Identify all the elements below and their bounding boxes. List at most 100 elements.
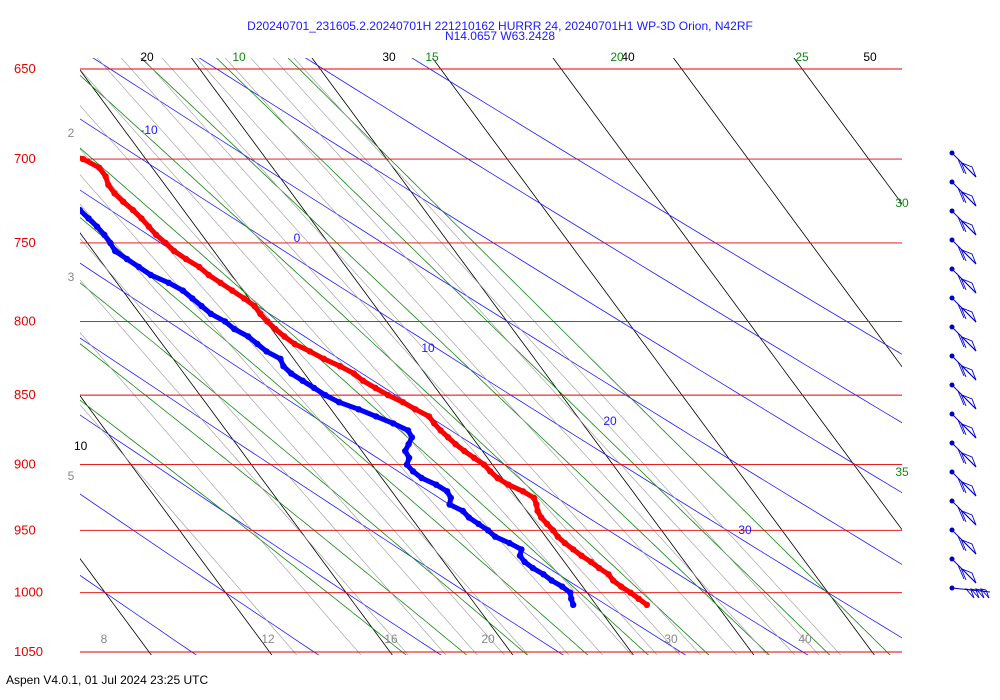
- dewpoint-point: [355, 406, 362, 413]
- dewpoint-point: [405, 454, 413, 461]
- dry-adiabat-line: [0, 50, 86, 663]
- mixing-ratio-label: 20: [481, 632, 495, 646]
- wind-barb-feather: [957, 535, 965, 551]
- isotherm-line: [311, 58, 755, 655]
- software-footer: Aspen V4.0.1, 01 Jul 2024 23:25 UTC: [6, 673, 209, 687]
- dewpoint-point: [404, 427, 412, 434]
- wind-barb-feather: [960, 277, 967, 291]
- wind-barb-flag: [961, 452, 977, 468]
- dewpoint-point: [207, 310, 215, 317]
- wind-barb-feather: [957, 332, 965, 348]
- dry-adiabat-label: 0: [294, 231, 301, 245]
- dewpoint-point: [516, 552, 524, 559]
- dewpoint-point: [540, 571, 547, 578]
- mixing-ratio-line: [80, 174, 505, 655]
- temperature-point: [605, 571, 612, 578]
- isotherm-line: [0, 50, 37, 663]
- temperature-point: [320, 355, 327, 362]
- dewpoint-point: [418, 474, 425, 482]
- dewpoint-point: [123, 255, 131, 263]
- wind-barb-feather: [960, 364, 967, 378]
- dewpoint-point: [231, 325, 238, 333]
- dewpoint-point: [568, 595, 575, 602]
- dewpoint-point: [402, 447, 409, 455]
- dewpoint-point: [135, 263, 143, 271]
- dewpoint-point: [189, 295, 196, 302]
- dewpoint-point: [52, 182, 58, 188]
- moist-adiabat-label: 35: [895, 465, 909, 479]
- moist-adiabat-label: 30: [895, 196, 909, 210]
- wind-barb: [949, 411, 977, 439]
- temperature-point: [530, 494, 538, 502]
- dewpoint-point: [390, 420, 397, 427]
- dewpoint-line: [80, 206, 576, 608]
- wind-barb-feather: [960, 248, 967, 262]
- temperature-line: [80, 155, 650, 608]
- wind-barb: [949, 440, 977, 468]
- temperature-point: [257, 310, 264, 317]
- dry-adiabat-line: [80, 574, 198, 655]
- isotherm-label: 30: [382, 50, 396, 64]
- dewpoint-point: [372, 413, 380, 420]
- temperature-point: [452, 441, 459, 448]
- mixing-ratio-label: 2: [68, 126, 75, 140]
- temperature-point: [306, 348, 314, 355]
- temperature-point: [272, 325, 279, 333]
- wind-barb-flag: [974, 588, 985, 599]
- moist-adiabat-line: [80, 147, 649, 655]
- wind-barb: [949, 295, 977, 323]
- temperature-point: [120, 198, 127, 205]
- temperature-point: [480, 461, 488, 468]
- wind-barb-feather: [960, 393, 967, 407]
- wind-barb-feather: [957, 564, 965, 580]
- dry-adiabat-line: [80, 493, 320, 655]
- dewpoint-point: [403, 461, 411, 468]
- dewpoint-point: [518, 546, 525, 553]
- temperature-point: [264, 318, 271, 325]
- temperature-point: [627, 589, 634, 596]
- temperature-point: [111, 190, 118, 197]
- dewpoint-point: [506, 539, 513, 547]
- dewpoint-point: [492, 533, 499, 540]
- temperature-point: [399, 399, 407, 406]
- wind-barb: [949, 179, 977, 207]
- wind-barb-flag: [961, 481, 977, 497]
- temperature-point: [196, 263, 203, 271]
- dewpoint-point: [93, 223, 101, 230]
- dry-adiabat-line: [411, 58, 902, 355]
- moist-adiabat-line: [80, 399, 407, 655]
- dry-adiabat-line: [198, 58, 902, 494]
- wind-barb-feather: [960, 480, 967, 494]
- temperature-point: [561, 539, 569, 547]
- temperature-point: [205, 271, 212, 279]
- mixing-ratio-line: [80, 279, 409, 655]
- sounding-profiles: [52, 155, 650, 608]
- dewpoint-point: [245, 333, 252, 340]
- dewpoint-point: [447, 494, 454, 502]
- wind-barb: [949, 324, 977, 352]
- dewpoint-point: [179, 287, 187, 294]
- isotherm-line: [80, 395, 273, 655]
- wind-barb-feather: [960, 422, 967, 436]
- dry-adiabat-line: [304, 58, 902, 424]
- dewpoint-point: [165, 279, 172, 286]
- dewpoint-point: [280, 363, 287, 370]
- temperature-point: [519, 488, 527, 495]
- temperature-point: [643, 601, 650, 608]
- wind-barb-feather: [957, 477, 965, 493]
- temperature-point: [538, 514, 545, 521]
- wind-barb: [949, 498, 977, 526]
- wind-barb: [949, 353, 977, 381]
- wind-barb-feather: [957, 419, 965, 435]
- wind-barb-feather: [957, 390, 965, 406]
- dewpoint-point: [111, 247, 119, 255]
- wind-barb-feather: [957, 303, 965, 319]
- chart-subtitle: N14.0657 W63.2428: [445, 29, 555, 43]
- mixing-ratio-line: [80, 332, 362, 655]
- wind-barb-feather: [960, 219, 967, 233]
- temperature-point: [431, 420, 438, 427]
- temperature-point: [618, 583, 625, 590]
- wind-barb-feather: [957, 506, 965, 522]
- dry-adiabat-label: 20: [603, 414, 617, 428]
